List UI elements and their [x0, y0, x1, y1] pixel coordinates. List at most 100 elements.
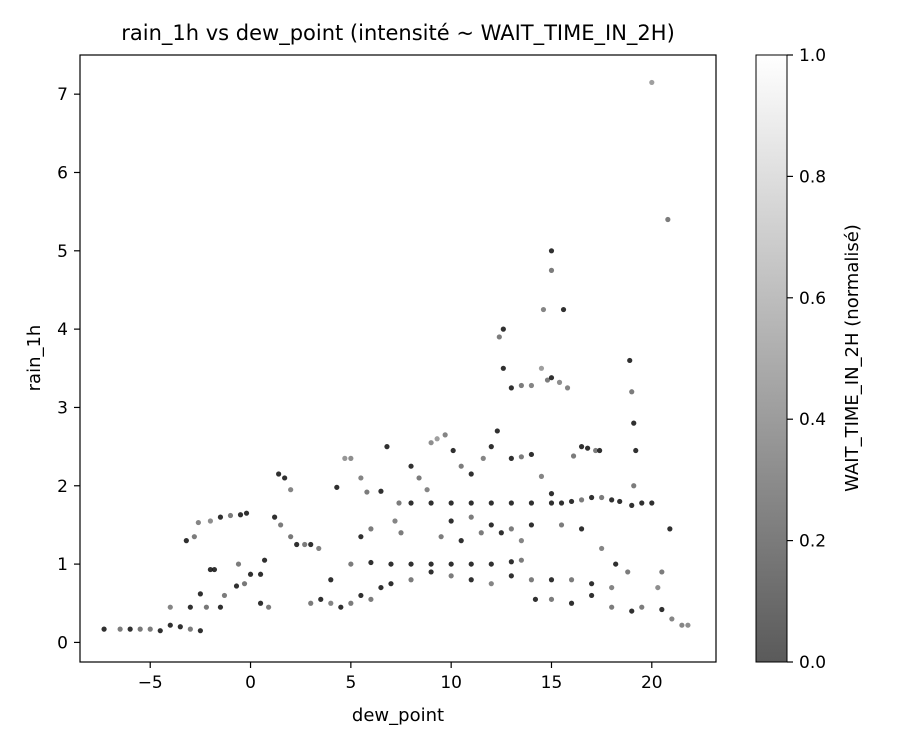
scatter-point — [117, 626, 123, 632]
scatter-point — [235, 561, 242, 567]
scatter-point — [424, 487, 430, 493]
scatter-point — [568, 577, 575, 583]
y-tick-label: 0 — [57, 633, 68, 653]
scatter-point — [187, 604, 193, 610]
y-tick-label: 5 — [57, 242, 68, 262]
scatter-point — [578, 444, 585, 450]
scatter-point — [378, 488, 384, 494]
scatter-point — [276, 471, 282, 477]
scatter-point — [358, 475, 364, 481]
colorbar-tick-label: 0.0 — [799, 653, 826, 673]
colorbar-tick-label: 0.2 — [799, 532, 826, 552]
scatter-point — [548, 491, 555, 497]
y-tick-label: 7 — [57, 85, 68, 105]
x-tick-label: 15 — [541, 673, 563, 693]
scatter-point — [137, 626, 143, 632]
scatter-point — [548, 596, 555, 602]
colorbar-label: WAIT_TIME_IN_2H (normalisé) — [842, 224, 863, 492]
scatter-point — [428, 440, 434, 446]
scatter-point — [609, 604, 615, 610]
scatter-point — [203, 604, 209, 610]
scatter-point — [408, 577, 414, 583]
scatter-point — [488, 522, 494, 528]
x-tick-label: 10 — [440, 673, 462, 693]
scatter-point — [257, 600, 264, 606]
scatter-point — [448, 500, 454, 506]
scatter-point — [450, 447, 456, 454]
scatter-point — [448, 518, 454, 524]
scatter-point — [500, 365, 506, 371]
scatter-point — [197, 591, 203, 597]
scatter-point — [528, 522, 535, 528]
scatter-point — [342, 455, 348, 461]
scatter-point — [233, 583, 240, 589]
y-tick-label: 1 — [57, 555, 68, 575]
scatter-point — [207, 518, 214, 524]
scatter-point — [101, 626, 107, 632]
scatter-point — [408, 500, 414, 506]
scatter-point — [609, 584, 615, 591]
y-axis-ticks: 0 1 2 3 4 5 6 7 — [57, 85, 80, 653]
scatter-point — [597, 447, 603, 454]
scatter-point — [599, 545, 605, 552]
scatter-point — [227, 512, 234, 519]
scatter-point — [548, 267, 555, 273]
scatter-point — [183, 538, 189, 544]
chart-title: rain_1h vs dew_point (intensité ~ WAIT_T… — [121, 21, 675, 46]
scatter-point — [187, 626, 193, 632]
scatter-point — [613, 561, 619, 567]
scatter-point — [392, 518, 398, 524]
scatter-point — [368, 526, 374, 532]
scatter-point — [167, 622, 173, 628]
scatter-point — [627, 357, 633, 364]
scatter-point — [384, 444, 390, 450]
scatter-point — [368, 596, 374, 602]
x-tick-label: −5 — [138, 673, 163, 693]
scatter-point — [548, 248, 555, 254]
scatter-point — [348, 455, 354, 461]
scatter-point — [659, 606, 665, 613]
scatter-point — [396, 500, 402, 506]
scatter-point — [548, 375, 555, 381]
scatter-point — [667, 526, 673, 532]
scatter-point — [288, 487, 294, 493]
scatter-point — [478, 530, 484, 536]
scatter-point — [544, 377, 551, 383]
scatter-point — [508, 573, 514, 579]
y-tick-label: 3 — [57, 398, 68, 418]
scatter-point — [629, 502, 635, 508]
scatter-point — [564, 385, 571, 391]
scatter-point — [593, 447, 599, 454]
scatter-point — [578, 497, 585, 503]
scatter-point — [625, 569, 631, 575]
scatter-point — [518, 538, 524, 544]
scatter-point — [665, 216, 671, 223]
scatter-point — [669, 616, 675, 622]
scatter-point — [589, 494, 595, 501]
scatter-point — [177, 624, 183, 630]
scatter-point — [428, 561, 434, 567]
scatter-point — [488, 561, 494, 567]
scatter-point — [468, 471, 474, 477]
scatter-point — [378, 584, 384, 591]
y-tick-label: 6 — [57, 163, 68, 183]
scatter-point — [649, 500, 655, 506]
scatter-point — [679, 622, 685, 628]
scatter-point — [655, 584, 661, 591]
scatter-point — [649, 79, 655, 86]
scatter-point — [488, 581, 494, 587]
scatter-point — [508, 559, 514, 565]
scatter-point — [578, 526, 585, 532]
scatter-point — [272, 514, 278, 520]
scatter-point — [358, 592, 364, 599]
scatter-point — [207, 566, 214, 573]
y-tick-label: 2 — [57, 477, 68, 497]
colorbar — [755, 54, 788, 663]
scatter-point — [442, 432, 448, 438]
scatter-point — [685, 622, 691, 628]
scatter-point — [197, 628, 203, 634]
scatter-point — [538, 473, 545, 479]
scatter-point — [428, 569, 434, 575]
scatter-point — [518, 557, 524, 563]
scatter-point — [570, 453, 577, 459]
